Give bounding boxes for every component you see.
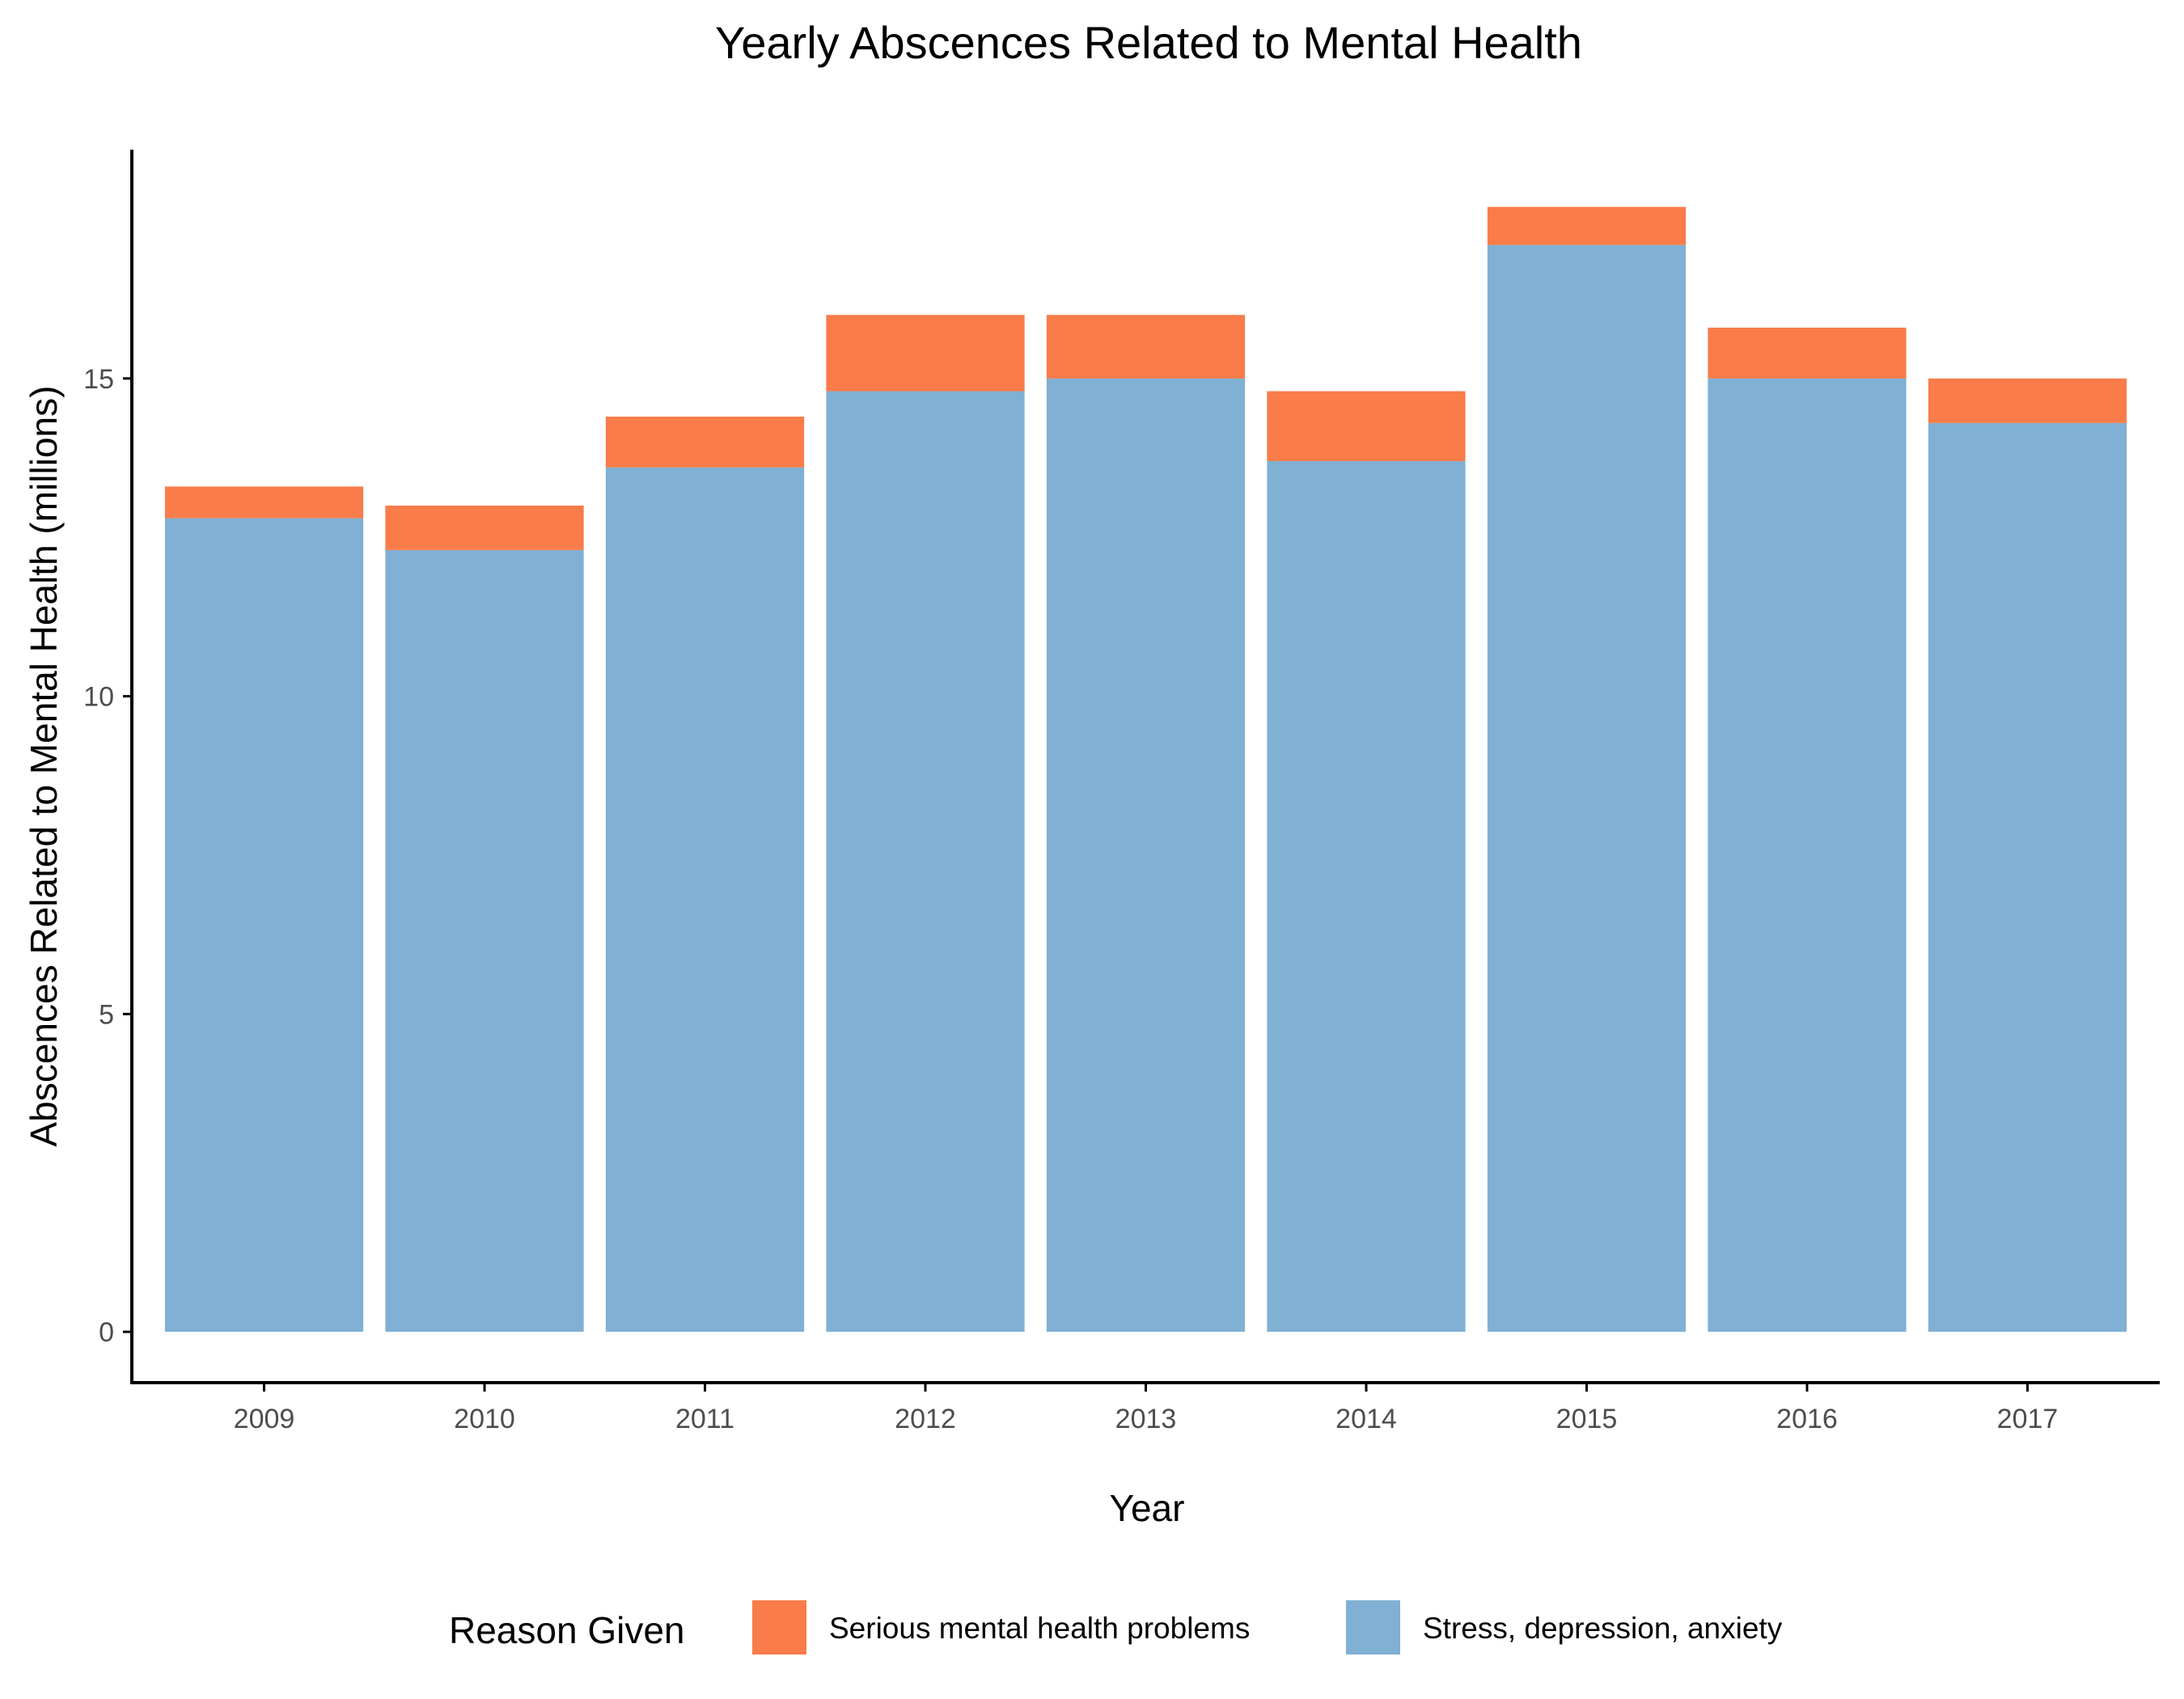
y-tick-label: 10 — [83, 682, 114, 713]
bar-stress-depression-anxiety-2013 — [1046, 378, 1246, 1333]
bar-stress-depression-anxiety-2012 — [826, 391, 1025, 1333]
x-tick-label: 2012 — [895, 1404, 956, 1434]
bar-stress-depression-anxiety-2017 — [1928, 422, 2127, 1333]
bar-serious-mental-health-problems-2015 — [1487, 206, 1687, 245]
bar-stress-depression-anxiety-2009 — [164, 518, 364, 1333]
bar-serious-mental-health-problems-2013 — [1046, 315, 1246, 379]
bar-serious-mental-health-problems-2009 — [164, 486, 364, 519]
x-tick-label: 2014 — [1335, 1404, 1397, 1434]
y-tick-label: 0 — [99, 1317, 114, 1348]
bar-serious-mental-health-problems-2012 — [826, 315, 1025, 392]
bar-serious-mental-health-problems-2016 — [1708, 327, 1907, 379]
bar-stress-depression-anxiety-2011 — [605, 467, 805, 1333]
x-axis-ticks: 2009 2010 2011 2012 2013 2014 2015 2016 2017 — [234, 1383, 2059, 1434]
y-axis-title: Abscences Related to Mental Health (mill… — [23, 386, 65, 1147]
bars-layer — [164, 206, 2127, 1333]
bar-stress-depression-anxiety-2016 — [1708, 378, 1907, 1333]
x-tick-label: 2010 — [454, 1404, 515, 1434]
bar-stress-depression-anxiety-2014 — [1267, 460, 1466, 1333]
bar-stress-depression-anxiety-2015 — [1487, 244, 1687, 1333]
x-tick-label: 2011 — [675, 1404, 734, 1434]
bar-serious-mental-health-problems-2011 — [605, 416, 805, 468]
bar-serious-mental-health-problems-2014 — [1267, 391, 1466, 461]
legend-swatch-serious-mental-health-problems — [752, 1600, 806, 1655]
x-tick-label: 2015 — [1556, 1404, 1618, 1434]
x-tick-label: 2013 — [1115, 1404, 1177, 1434]
y-axis-ticks: 0 5 10 15 — [83, 364, 132, 1348]
x-axis-title: Year — [1110, 1487, 1185, 1529]
y-tick-label: 5 — [99, 999, 114, 1030]
x-tick-label: 2016 — [1776, 1404, 1838, 1434]
legend: Reason Given Serious mental health probl… — [449, 1600, 1783, 1655]
legend-label-stress-depression-anxiety: Stress, depression, anxiety — [1423, 1612, 1783, 1645]
bar-stress-depression-anxiety-2010 — [385, 549, 584, 1333]
legend-title: Reason Given — [449, 1609, 685, 1651]
legend-items: Serious mental health problems Stress, de… — [752, 1600, 1783, 1655]
x-tick-label: 2009 — [234, 1404, 295, 1434]
chart-title: Yearly Abscences Related to Mental Healt… — [715, 17, 1582, 68]
legend-swatch-stress-depression-anxiety — [1346, 1600, 1400, 1655]
legend-label-serious-mental-health-problems: Serious mental health problems — [829, 1612, 1250, 1645]
bar-serious-mental-health-problems-2017 — [1928, 378, 2127, 423]
x-tick-label: 2017 — [1997, 1404, 2059, 1434]
y-tick-label: 15 — [83, 364, 114, 395]
bar-serious-mental-health-problems-2010 — [385, 505, 584, 550]
